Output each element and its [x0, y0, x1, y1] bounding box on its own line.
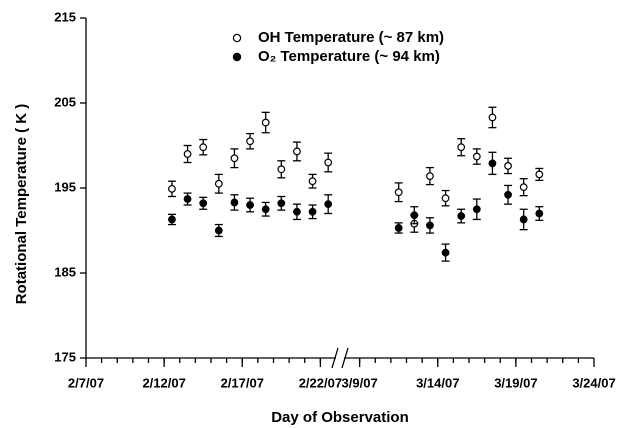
point	[246, 201, 254, 209]
point	[504, 161, 512, 170]
point	[277, 165, 286, 174]
point	[441, 248, 450, 257]
point	[199, 199, 208, 208]
point	[472, 152, 481, 161]
x-tick-label: 2/7/07	[68, 375, 104, 390]
point	[261, 118, 270, 127]
point	[535, 170, 544, 179]
axis-break	[331, 347, 339, 369]
point	[308, 177, 317, 186]
legend-label: OH Temperature (~ 87 km)	[258, 29, 444, 46]
y-tick-label: 215	[54, 9, 76, 24]
point	[519, 183, 528, 192]
point	[214, 179, 223, 188]
x-tick-label: 3/24/07	[572, 375, 615, 390]
point	[426, 172, 434, 181]
point	[324, 158, 333, 167]
point	[324, 200, 333, 209]
y-axis-label: Rotational Temperature ( K )	[13, 104, 30, 305]
y-tick-label: 195	[54, 179, 76, 194]
legend-marker	[232, 52, 242, 62]
point	[246, 137, 254, 146]
y-tick-label: 175	[54, 349, 76, 364]
axis-break	[341, 347, 349, 369]
point	[168, 215, 176, 224]
x-tick-label: 3/14/07	[416, 375, 459, 390]
legend-label: O₂ Temperature (~ 94 km)	[258, 48, 440, 65]
point	[426, 221, 434, 230]
point	[488, 113, 497, 122]
point	[457, 143, 466, 152]
point	[308, 207, 317, 216]
point	[230, 198, 239, 207]
legend-marker	[232, 33, 242, 43]
point	[519, 215, 528, 224]
point	[293, 207, 301, 216]
point	[441, 194, 450, 203]
x-axis-label: Day of Observation	[271, 409, 409, 426]
x-tick-label: 2/17/07	[221, 375, 264, 390]
point	[214, 226, 223, 235]
point	[293, 147, 301, 156]
point	[277, 199, 286, 208]
x-tick-label: 3/9/07	[342, 375, 378, 390]
point	[183, 195, 192, 203]
point	[168, 184, 176, 193]
point	[410, 211, 419, 220]
point	[199, 143, 208, 152]
y-tick-label: 205	[54, 94, 76, 109]
x-tick-label: 2/12/07	[142, 375, 185, 390]
point	[457, 212, 466, 220]
point	[394, 188, 403, 197]
point	[504, 190, 512, 199]
point	[472, 205, 481, 214]
point	[394, 224, 403, 232]
point	[183, 150, 192, 158]
point	[261, 205, 270, 214]
x-tick-label: 3/19/07	[494, 375, 537, 390]
point	[535, 209, 544, 218]
x-tick-label: 2/22/07	[299, 375, 342, 390]
point	[488, 159, 497, 168]
point	[230, 154, 239, 163]
y-tick-label: 185	[54, 264, 76, 279]
